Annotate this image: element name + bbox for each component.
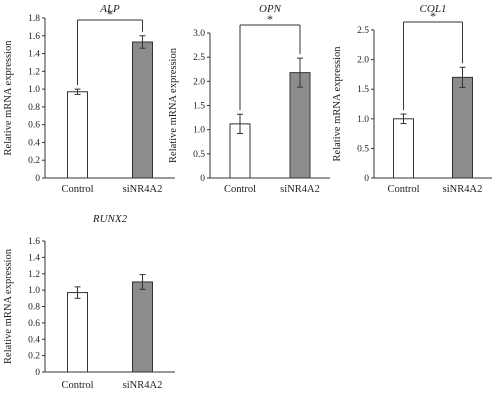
x-tick-label: siNR4A2 xyxy=(443,184,483,195)
y-tick-label: 3.0 xyxy=(193,29,205,39)
bar-sinr4a2 xyxy=(132,281,153,373)
y-tick-label: 0.2 xyxy=(28,352,40,362)
y-tick-label: 1.5 xyxy=(193,102,205,112)
y-tick-label: 0.8 xyxy=(28,303,40,313)
y-axis-label: Relative mRNA expression xyxy=(332,46,343,162)
bar-control xyxy=(67,292,88,373)
x-tick-label: siNR4A2 xyxy=(123,380,163,391)
y-tick-label: 0.5 xyxy=(357,144,369,154)
y-tick-label: 0 xyxy=(364,174,369,184)
chart-title: COL1 xyxy=(420,3,447,15)
y-tick-label: 1.0 xyxy=(193,126,205,136)
y-tick-label: 0.6 xyxy=(28,319,40,329)
y-tick-label: 1.0 xyxy=(28,286,40,296)
bar-control xyxy=(67,91,88,179)
x-tick-label: Control xyxy=(224,184,256,195)
chart-panel-alp: ALP Relative mRNA expression 0 0.2 0.4 0.6 0.8… xyxy=(3,3,175,195)
y-tick-label: 0.2 xyxy=(28,156,40,166)
x-tick-label: Control xyxy=(61,380,93,391)
y-tick-label: 2.0 xyxy=(193,77,205,87)
y-tick-label: 0.5 xyxy=(193,150,205,160)
chart-panel-runx2: RUNX2 Relative mRNA expression 0 0.2 0.4 0.6 0… xyxy=(3,213,175,391)
chart-panel-opn: OPN Relative mRNA expression 0 0.5 1.0 1.5 2.0… xyxy=(168,3,330,195)
y-tick-label: 0 xyxy=(35,368,40,378)
y-tick-label: 1.2 xyxy=(28,270,40,280)
y-tick-label: 1.5 xyxy=(357,85,369,95)
y-tick-label: 0.4 xyxy=(28,138,40,148)
significance-marker: * xyxy=(107,7,113,21)
y-tick-label: 0 xyxy=(200,174,205,184)
y-tick-label: 1.4 xyxy=(28,253,40,263)
x-tick-label: Control xyxy=(61,184,93,195)
y-tick-label: 1.2 xyxy=(28,67,40,77)
chart-panel-col1: COL1 Relative mRNA expression 0 0.5 1.0 1.5 2.… xyxy=(332,3,492,195)
bar-sinr4a2 xyxy=(132,41,153,179)
bar-sinr4a2 xyxy=(289,72,311,179)
y-tick-label: 0.4 xyxy=(28,335,40,345)
x-tick-label: Control xyxy=(387,184,419,195)
chart-title: OPN xyxy=(259,3,282,15)
y-axis-label: Relative mRNA expression xyxy=(3,40,14,156)
bar-control xyxy=(393,118,414,179)
bar-sinr4a2 xyxy=(452,76,473,179)
y-tick-label: 1.6 xyxy=(28,32,40,42)
y-tick-label: 0 xyxy=(35,174,40,184)
y-tick-label: 0.8 xyxy=(28,103,40,113)
y-tick-label: 0.6 xyxy=(28,121,40,131)
y-tick-label: 2.0 xyxy=(357,56,369,66)
y-tick-label: 2.5 xyxy=(357,26,369,36)
significance-marker: * xyxy=(267,12,273,26)
y-axis-label: Relative mRNA expression xyxy=(3,248,14,364)
y-tick-label: 1.6 xyxy=(28,237,40,247)
x-tick-label: siNR4A2 xyxy=(280,184,320,195)
y-tick-label: 1.4 xyxy=(28,50,40,60)
y-axis-label: Relative mRNA expression xyxy=(168,47,179,163)
chart-title: ALP xyxy=(99,3,120,15)
y-tick-label: 1.0 xyxy=(28,85,40,95)
chart-title: RUNX2 xyxy=(92,213,128,225)
y-tick-label: 1.8 xyxy=(28,14,40,24)
y-tick-label: 2.5 xyxy=(193,53,205,63)
x-tick-label: siNR4A2 xyxy=(123,184,163,195)
y-tick-label: 1.0 xyxy=(357,115,369,125)
significance-marker: * xyxy=(430,9,436,23)
